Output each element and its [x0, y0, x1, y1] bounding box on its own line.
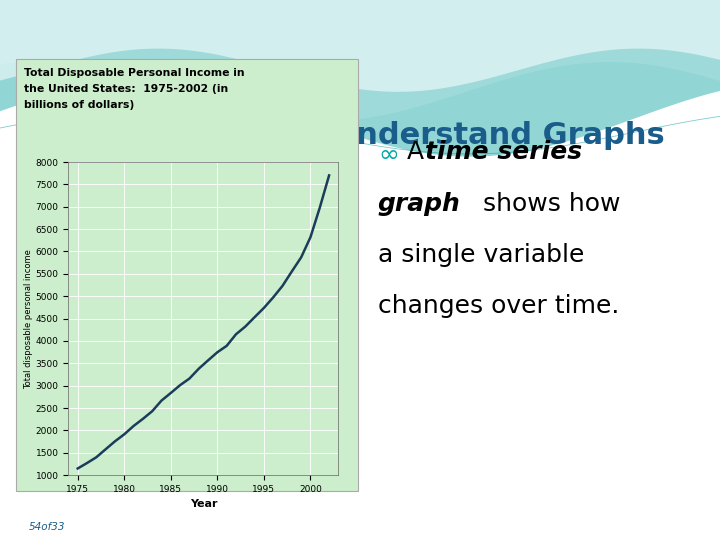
Polygon shape — [0, 0, 720, 122]
Y-axis label: Total disposable personal income: Total disposable personal income — [24, 248, 33, 389]
Text: changes over time.: changes over time. — [378, 294, 619, 318]
Polygon shape — [0, 0, 720, 157]
Text: ∞: ∞ — [378, 143, 399, 167]
Text: 54of33: 54of33 — [29, 522, 66, 532]
Text: the United States:  1975-2002 (in: the United States: 1975-2002 (in — [24, 84, 228, 94]
Text: How to Read and Understand Graphs: How to Read and Understand Graphs — [29, 122, 665, 151]
Text: A: A — [407, 140, 432, 164]
Text: a single variable: a single variable — [378, 243, 585, 267]
Text: time series: time series — [425, 140, 582, 164]
Text: billions of dollars): billions of dollars) — [24, 100, 134, 110]
Text: shows how: shows how — [475, 192, 621, 215]
X-axis label: Year: Year — [189, 500, 217, 509]
Text: Total Disposable Personal Income in: Total Disposable Personal Income in — [24, 68, 244, 78]
Polygon shape — [0, 0, 720, 92]
Text: graph: graph — [378, 192, 461, 215]
